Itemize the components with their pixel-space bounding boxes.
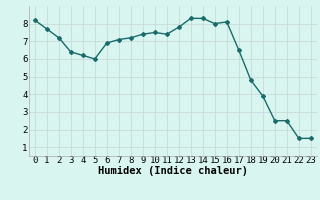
X-axis label: Humidex (Indice chaleur): Humidex (Indice chaleur) bbox=[98, 166, 248, 176]
